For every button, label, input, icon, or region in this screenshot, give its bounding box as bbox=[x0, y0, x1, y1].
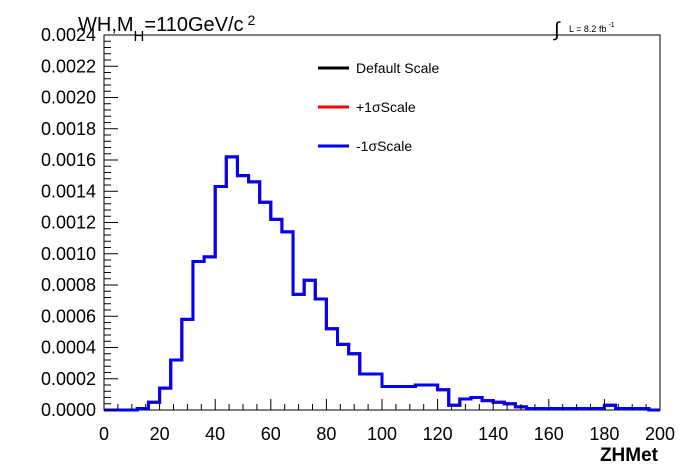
y-tick-label: 0.0020 bbox=[41, 88, 96, 108]
lumi-superscript: -1 bbox=[608, 22, 614, 29]
x-tick-label: 160 bbox=[534, 424, 564, 444]
lumi-integral: ∫ bbox=[553, 19, 561, 41]
x-tick-label: 120 bbox=[423, 424, 453, 444]
y-tick-label: 0.0010 bbox=[41, 244, 96, 264]
legend-label-2: -1σScale bbox=[356, 138, 412, 154]
series-line-1 bbox=[104, 155, 660, 412]
series-layer bbox=[104, 155, 660, 412]
legend-label-1: +1σScale bbox=[356, 99, 416, 115]
title-superscript: 2 bbox=[248, 12, 256, 28]
x-tick-label: 80 bbox=[316, 424, 336, 444]
x-tick-label: 140 bbox=[478, 424, 508, 444]
series-line-2 bbox=[104, 155, 660, 412]
y-tick-label: 0.0008 bbox=[41, 275, 96, 295]
x-tick-label: 200 bbox=[645, 424, 675, 444]
x-tick-label: 60 bbox=[261, 424, 281, 444]
x-tick-label: 100 bbox=[367, 424, 397, 444]
y-tick-label: 0.0018 bbox=[41, 119, 96, 139]
plot-frame bbox=[103, 34, 661, 411]
x-axis-label: ZHMet bbox=[600, 445, 659, 466]
lumi-text: L = 8.2 fb bbox=[569, 24, 606, 34]
title-rest: =110GeV/c bbox=[144, 14, 243, 36]
lumi-label: L = 8.2 fb -1 bbox=[569, 22, 615, 34]
plot-frame-layer bbox=[103, 34, 661, 411]
y-axis-layer: 0.0000 0.0002 0.0004 0.0006 0.0008 0.0010 0.00… bbox=[41, 25, 118, 420]
legend-label-0: Default Scale bbox=[356, 60, 439, 76]
series-line-0 bbox=[104, 155, 660, 412]
y-tick-label: 0.0002 bbox=[41, 369, 96, 389]
x-tick-label: 0 bbox=[99, 424, 109, 444]
y-tick-label: 0.0022 bbox=[41, 56, 96, 76]
y-tick-label: 0.0004 bbox=[41, 338, 96, 358]
y-tick-label: 0.0000 bbox=[41, 400, 96, 420]
y-tick-label: 0.0014 bbox=[41, 181, 96, 201]
x-tick-label: 40 bbox=[205, 424, 225, 444]
x-tick-label: 20 bbox=[150, 424, 170, 444]
chart-title: WH,MH=110GeV/c 2 bbox=[78, 12, 256, 45]
title-main: WH,M bbox=[78, 14, 134, 36]
title-subscript: H bbox=[134, 28, 145, 45]
x-tick-label: 180 bbox=[589, 424, 619, 444]
legend: Default Scale +1σScale -1σScale bbox=[318, 60, 439, 154]
y-tick-label: 0.0024 bbox=[41, 25, 96, 45]
y-tick-label: 0.0016 bbox=[41, 150, 96, 170]
y-tick-label: 0.0012 bbox=[41, 213, 96, 233]
y-tick-label: 0.0006 bbox=[41, 306, 96, 326]
x-axis-layer: 0 20 40 60 80 100 120 140 160 180 200 bbox=[99, 399, 675, 444]
